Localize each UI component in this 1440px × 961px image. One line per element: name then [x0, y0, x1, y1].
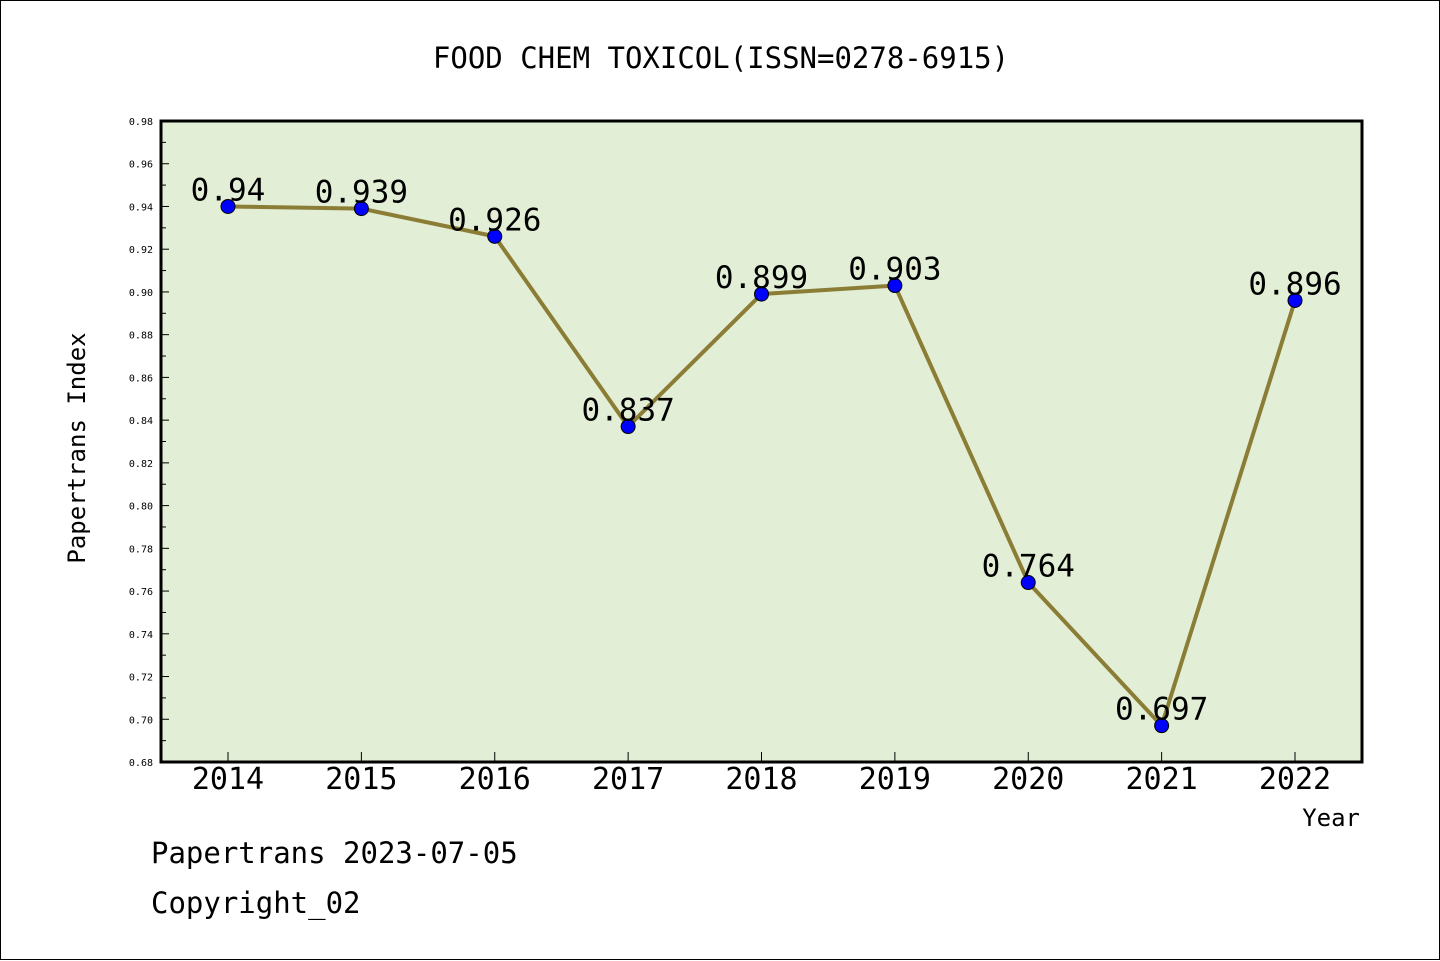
y-tick-label: 0.82: [129, 459, 153, 470]
data-point: [220, 198, 236, 214]
data-label: 0.899: [715, 260, 808, 296]
x-tick-label: 2022: [1259, 762, 1331, 797]
data-label: 0.903: [848, 252, 941, 288]
data-label-group: 0.94 0.939 0.926 0.837 0.899 0.903 0.764 0.697 0…: [191, 172, 1342, 727]
data-point: [620, 419, 636, 435]
x-tick-label: 2021: [1126, 762, 1198, 797]
y-axis: 0.68 0.70 0.72 0.74 0.76 0.78 0.80 0.82 0.84 0.86…: [129, 117, 169, 769]
data-label: 0.896: [1248, 266, 1341, 302]
x-tick-label: 2016: [459, 762, 531, 797]
y-tick-label: 0.88: [129, 331, 153, 342]
data-point: [754, 286, 769, 302]
y-tick-label: 0.86: [129, 373, 153, 384]
x-tick-label: 2019: [859, 762, 931, 797]
y-tick-label: 0.74: [129, 630, 153, 641]
data-point: [487, 228, 503, 244]
data-point: [887, 278, 903, 294]
x-axis: 2014 2015 2016 2017 2018 2019 2020 2021 2022: [192, 752, 1331, 797]
y-tick-label: 0.84: [129, 416, 153, 427]
data-label: 0.94: [191, 172, 266, 208]
data-point: [1287, 292, 1303, 308]
data-point: [353, 201, 369, 217]
data-label: 0.837: [581, 393, 674, 429]
y-tick-label: 0.94: [129, 202, 153, 213]
y-tick-label: 0.80: [129, 502, 153, 513]
y-tick-label: 0.76: [129, 587, 153, 598]
plot-area: [159, 119, 1364, 764]
footer-date-text: Papertrans 2023-07-05: [151, 836, 518, 870]
x-tick-label: 2017: [592, 762, 664, 797]
y-tick-label: 0.72: [129, 673, 153, 684]
x-axis-label: Year: [1302, 804, 1360, 832]
data-label: 0.926: [448, 202, 541, 238]
data-label: 0.697: [1115, 692, 1208, 728]
y-tick-label: 0.98: [129, 117, 153, 128]
y-tick-label: 0.68: [129, 758, 153, 769]
chart-title: FOOD CHEM TOXICOL(ISSN=0278-6915): [433, 41, 1009, 75]
x-tick-label: 2018: [725, 762, 797, 797]
x-tick-label: 2015: [325, 762, 397, 797]
x-tick-label: 2014: [192, 762, 264, 797]
data-point: [1154, 718, 1170, 734]
y-tick-label: 0.92: [129, 245, 153, 256]
series-line-group: [220, 198, 1303, 734]
data-label: 0.939: [315, 175, 408, 211]
data-point: [1020, 575, 1036, 591]
y-tick-label: 0.70: [129, 715, 153, 726]
y-axis-label: Papertrans Index: [63, 332, 91, 563]
data-label: 0.764: [982, 549, 1075, 585]
y-tick-label: 0.78: [129, 544, 153, 555]
y-tick-label: 0.96: [129, 160, 153, 171]
x-tick-label: 2020: [992, 762, 1064, 797]
footer-copyright-text: Copyright_02: [151, 886, 361, 920]
y-tick-label: 0.90: [129, 288, 153, 299]
